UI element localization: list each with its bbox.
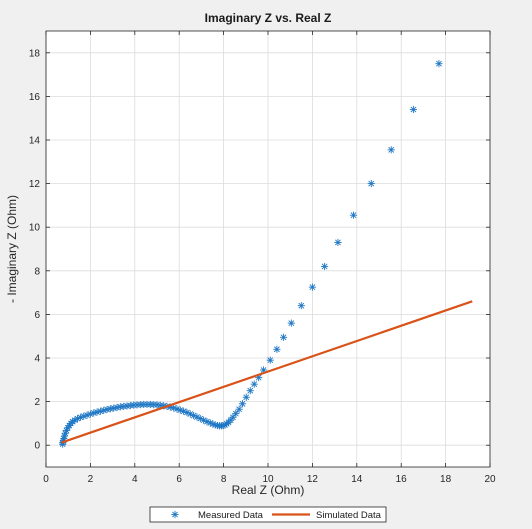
measured-data-point — [387, 146, 395, 154]
legend-box — [149, 506, 387, 523]
chart-title: Imaginary Z vs. Real Z — [205, 11, 332, 25]
ticks: 0 2 4 6 8 10 12 14 16 18 20 0 2 4 6 8 10 12 14 16 18 — [29, 31, 496, 485]
y-tick-label: 0 — [34, 441, 40, 452]
x-tick-label: 10 — [262, 474, 274, 485]
measured-data-point — [297, 302, 305, 310]
measured-data-point — [367, 180, 375, 188]
legend-simulated-label: Simulated Data — [316, 510, 382, 521]
measured-data-point — [173, 405, 181, 413]
x-tick-label: 2 — [88, 474, 94, 485]
data-layer — [59, 60, 473, 448]
measured-data-point — [229, 413, 237, 421]
x-tick-label: 0 — [43, 474, 49, 485]
measured-data-point — [409, 105, 418, 114]
y-tick-label: 10 — [29, 223, 41, 234]
x-tick-label: 4 — [132, 474, 138, 485]
measured-data-point — [334, 238, 342, 247]
y-tick-label: 14 — [29, 136, 41, 147]
y-tick-label: 16 — [29, 92, 41, 103]
x-tick-label: 20 — [484, 474, 496, 485]
y-axis-label: - Imaginary Z (Ohm) — [5, 195, 19, 303]
simulated-data-line — [61, 300, 473, 444]
measured-data-point — [279, 333, 288, 341]
y-tick-label: 12 — [29, 179, 41, 190]
y-tick-label: 18 — [29, 48, 41, 59]
measured-data-point — [235, 405, 243, 413]
measured-data-point — [266, 356, 274, 364]
measured-data-point — [287, 319, 295, 327]
measured-data-point — [349, 211, 358, 219]
measured-data-point — [246, 387, 254, 395]
x-tick-label: 18 — [440, 474, 452, 485]
y-tick-label: 8 — [34, 266, 40, 277]
y-tick-label: 2 — [34, 397, 40, 408]
legend: Measured Data Simulated Data — [149, 506, 387, 523]
measured-data-point — [435, 60, 443, 68]
measured-data-point — [96, 407, 104, 415]
x-axis-label: Real Z (Ohm) — [232, 483, 305, 497]
legend-measured-marker — [171, 510, 179, 519]
measured-data-point — [209, 420, 217, 428]
measured-data-point — [250, 380, 258, 388]
legend-asterisk — [171, 510, 179, 519]
y-tick-label: 6 — [34, 310, 40, 321]
measured-data-point — [238, 400, 247, 408]
measured-data-point — [321, 262, 329, 271]
x-tick-label: 6 — [176, 474, 182, 485]
x-tick-label: 16 — [396, 474, 408, 485]
x-tick-label: 12 — [307, 474, 319, 485]
measured-data-point — [242, 393, 250, 401]
measured-data-point — [308, 283, 316, 291]
x-tick-label: 14 — [351, 474, 363, 485]
legend-measured-label: Measured Data — [198, 510, 264, 521]
measured-data-point — [232, 409, 240, 418]
y-tick-label: 4 — [34, 354, 40, 365]
measured-data-point — [170, 404, 178, 412]
measured-data-point — [273, 345, 281, 353]
x-tick-label: 8 — [221, 474, 227, 485]
measured-data-point — [73, 415, 82, 423]
